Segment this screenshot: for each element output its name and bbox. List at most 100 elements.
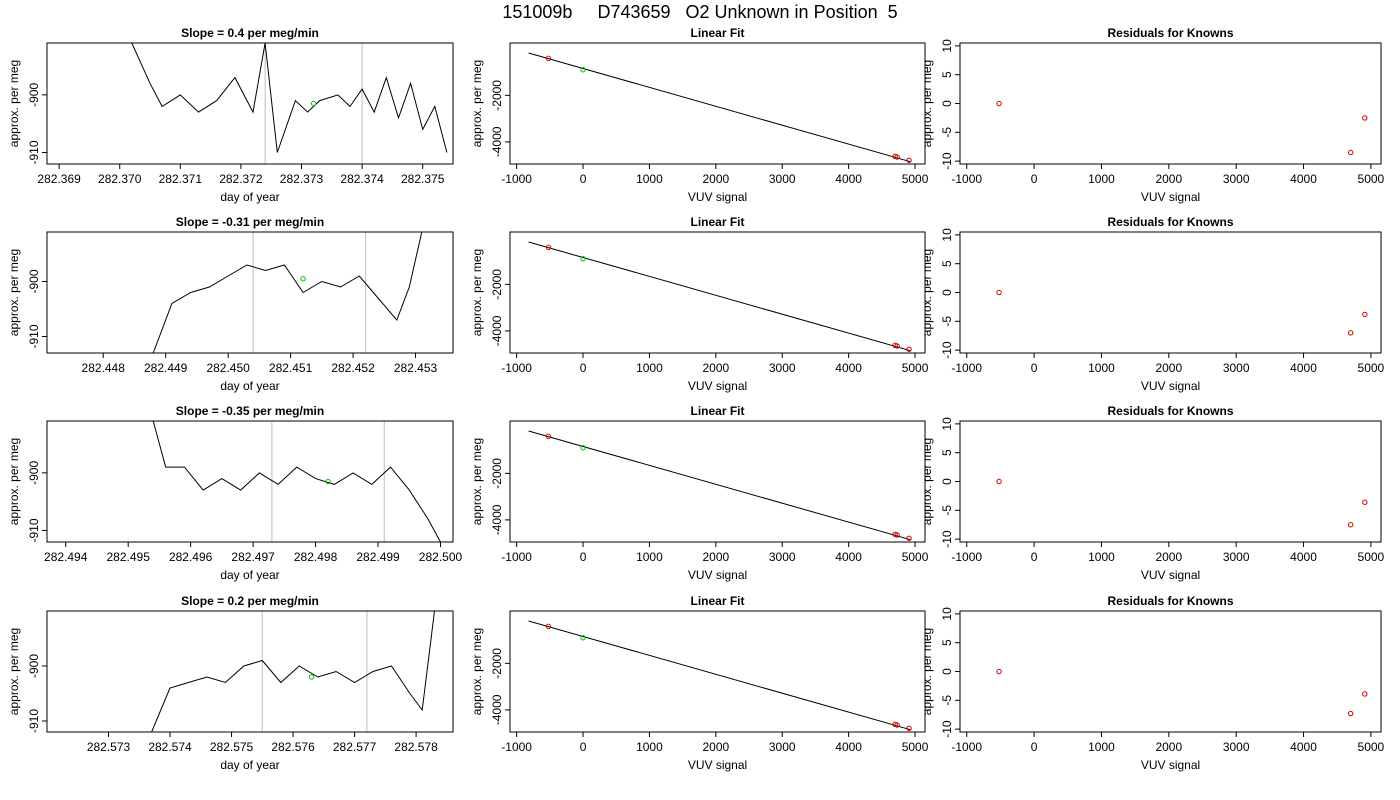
x-tick-label: 1000 — [1088, 550, 1115, 564]
y-tick-label: -900 — [27, 83, 41, 107]
x-tick-label: 282.373 — [280, 172, 324, 186]
panel-1-0: 282.448 282.449 282.450 282.451 282.452 282.4… — [7, 215, 454, 393]
x-axis-label: VUV signal — [688, 379, 747, 393]
signal-trace — [151, 611, 435, 732]
x-tick-label: 282.573 — [87, 740, 131, 754]
y-tick-label: -910 — [27, 518, 41, 542]
x-tick-label: 1000 — [636, 361, 663, 375]
x-axis-label: VUV signal — [688, 758, 747, 772]
x-tick-label: 282.370 — [98, 172, 142, 186]
x-tick-label: -1000 — [501, 172, 532, 186]
y-tick-label: 10 — [940, 607, 954, 621]
panel-3-0: 282.573 282.574 282.575 282.576 282.577 282.5… — [7, 594, 454, 772]
panel-2-0: 282.494 282.495 282.496 282.497 282.498 282.4… — [7, 404, 463, 582]
panel-2-1: -1000 0 1000 2000 3000 4000 5000 -2000 -4000 Line… — [470, 404, 929, 582]
plot-area — [151, 611, 435, 732]
x-tick-label: 5000 — [1358, 361, 1385, 375]
y-tick-label: -5 — [940, 695, 954, 706]
x-tick-label: 282.577 — [333, 740, 377, 754]
x-tick-label: 3000 — [1223, 740, 1250, 754]
x-tick-label: 282.369 — [37, 172, 81, 186]
plot-area — [996, 289, 1368, 336]
plot-area — [131, 43, 448, 164]
known-point — [545, 433, 552, 440]
x-tick-label: -1000 — [951, 361, 982, 375]
x-axis-label: day of year — [220, 379, 279, 393]
y-tick-label: -10 — [940, 341, 954, 359]
panel-title: Residuals for Knowns — [1107, 26, 1233, 40]
panel-0-1: -1000 0 1000 2000 3000 4000 5000 -2000 -4000 Line… — [470, 26, 929, 204]
y-tick-label: -900 — [27, 461, 41, 485]
plot-area — [528, 52, 912, 163]
y-tick-label: -4000 — [490, 694, 504, 725]
known-point — [894, 343, 900, 349]
x-axis-label: VUV signal — [1141, 568, 1200, 582]
x-tick-label: 4000 — [1290, 550, 1317, 564]
panel-0-0: 282.369 282.370 282.371 282.372 282.373 282.3… — [7, 26, 454, 204]
x-tick-label: 0 — [1031, 172, 1038, 186]
x-tick-label: 282.578 — [394, 740, 438, 754]
known-point — [894, 532, 900, 538]
panel-title: Linear Fit — [690, 404, 744, 418]
plot-area — [996, 100, 1368, 156]
unknown-point — [310, 100, 317, 107]
panel-0-2: -1000 0 1000 2000 3000 4000 5000 10 5 0 -5 -10 Resid… — [920, 26, 1385, 204]
y-tick-label: -900 — [27, 269, 41, 293]
unknown-point — [580, 256, 586, 262]
x-tick-label: 3000 — [769, 550, 796, 564]
panel-3-2: -1000 0 1000 2000 3000 4000 5000 10 5 0 -5 -10 Resid… — [920, 594, 1385, 772]
y-tick-label: -4000 — [490, 504, 504, 535]
y-axis-label: approx. per meg — [470, 438, 484, 525]
plot-area — [996, 478, 1368, 528]
known-point — [996, 478, 1002, 485]
x-tick-label: 282.372 — [219, 172, 263, 186]
y-tick-label: -5 — [940, 505, 954, 516]
y-tick-label: 0 — [940, 100, 954, 107]
x-tick-label: 0 — [580, 740, 587, 754]
plot-frame — [46, 420, 454, 543]
x-tick-label: 0 — [1031, 361, 1038, 375]
x-tick-label: 0 — [580, 361, 587, 375]
plot-frame — [959, 610, 1382, 733]
plot-frame — [509, 42, 926, 165]
x-tick-label: 2000 — [1155, 172, 1182, 186]
known-point — [906, 157, 912, 163]
fit-line — [528, 430, 911, 541]
plot-frame — [509, 231, 926, 354]
x-tick-label: 282.448 — [82, 361, 126, 375]
y-axis-label: approx. per meg — [920, 249, 934, 336]
y-tick-label: -2000 — [490, 648, 504, 679]
x-tick-label: 282.498 — [294, 550, 338, 564]
x-tick-label: 4000 — [835, 550, 862, 564]
x-tick-label: 4000 — [1290, 740, 1317, 754]
plot-frame — [46, 610, 454, 733]
x-tick-label: 4000 — [1290, 361, 1317, 375]
panel-title: Linear Fit — [690, 26, 744, 40]
x-tick-label: 282.375 — [401, 172, 445, 186]
x-tick-label: 282.452 — [331, 361, 375, 375]
x-tick-label: 282.451 — [269, 361, 313, 375]
y-tick-label: -10 — [940, 152, 954, 170]
y-axis-label: approx. per meg — [920, 628, 934, 715]
y-axis-label: approx. per meg — [7, 628, 21, 715]
known-point — [1347, 149, 1354, 156]
y-tick-label: -910 — [27, 709, 41, 733]
y-tick-label: 10 — [940, 417, 954, 431]
x-tick-label: 4000 — [1290, 172, 1317, 186]
x-tick-label: 1000 — [1088, 740, 1115, 754]
x-axis-label: day of year — [220, 568, 279, 582]
x-tick-label: 1000 — [636, 172, 663, 186]
panel-title: Residuals for Knowns — [1107, 404, 1233, 418]
y-tick-label: -910 — [27, 140, 41, 164]
x-tick-label: -1000 — [951, 172, 982, 186]
x-tick-label: 282.494 — [44, 550, 88, 564]
x-tick-label: 282.500 — [419, 550, 463, 564]
plot-area — [528, 620, 912, 731]
known-point — [545, 244, 552, 251]
y-axis-label: approx. per meg — [7, 438, 21, 525]
known-point — [1362, 499, 1368, 505]
unknown-point — [300, 276, 306, 282]
known-point — [906, 725, 912, 731]
known-point — [996, 668, 1002, 675]
